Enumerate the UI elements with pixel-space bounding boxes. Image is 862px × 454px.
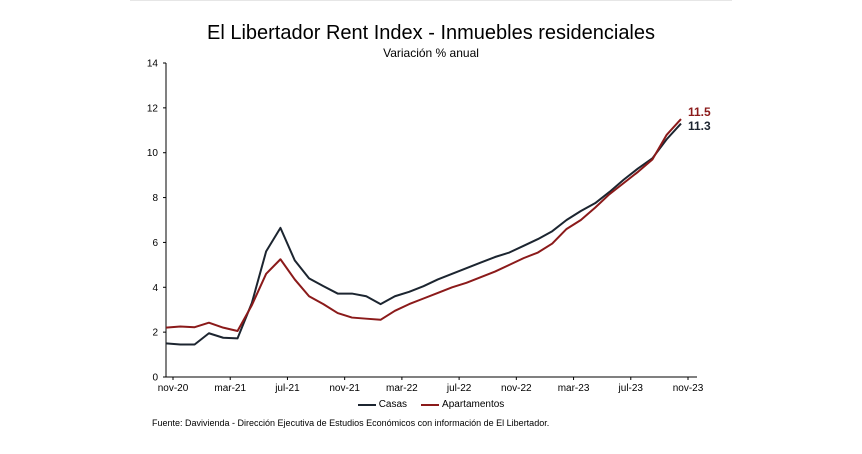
end-label-casas: 11.3	[688, 119, 711, 133]
legend-item-casas: Casas	[357, 399, 408, 410]
chart-title: El Libertador Rent Index - Inmuebles res…	[206, 22, 656, 44]
y-tick-label: 6	[152, 238, 158, 249]
series-line-apartamentos	[165, 118, 682, 333]
y-tick-label: 8	[152, 193, 158, 204]
x-tick-label: jul-23	[618, 383, 644, 394]
legend-item-apartamentos: Apartamentos	[421, 399, 504, 410]
chart-subtitle: Variación % anual	[383, 46, 479, 60]
series-line-casas	[165, 122, 682, 346]
legend-label-apartamentos: Apartamentos	[442, 399, 505, 410]
legend-swatch-apartamentos	[421, 403, 440, 406]
y-tick-label: 4	[152, 283, 158, 294]
legend-label-casas: Casas	[378, 399, 408, 410]
x-tick-label: mar-23	[558, 383, 590, 394]
y-tick-label: 0	[152, 373, 158, 384]
y-tick-label: 14	[147, 59, 159, 70]
x-tick-label: nov-21	[329, 383, 360, 394]
x-tick-label: mar-22	[386, 383, 418, 394]
y-tick-label: 12	[147, 103, 159, 114]
y-tick-label: 2	[152, 328, 158, 339]
x-tick-label: nov-20	[158, 383, 189, 394]
top-border	[130, 0, 732, 1]
x-tick-label: jul-22	[446, 383, 472, 394]
source-note: Fuente: Davivienda - Dirección Ejecutiva…	[152, 418, 550, 428]
x-tick-label: jul-21	[274, 383, 300, 394]
legend-swatch-casas	[357, 403, 376, 406]
end-label-apartamentos: 11.5	[688, 105, 711, 119]
x-tick-label: nov-23	[673, 383, 704, 394]
y-tick-label: 10	[147, 148, 159, 159]
x-tick-label: nov-22	[501, 383, 532, 394]
legend: Casas Apartamentos	[0, 399, 862, 410]
x-tick-label: mar-21	[214, 383, 246, 394]
